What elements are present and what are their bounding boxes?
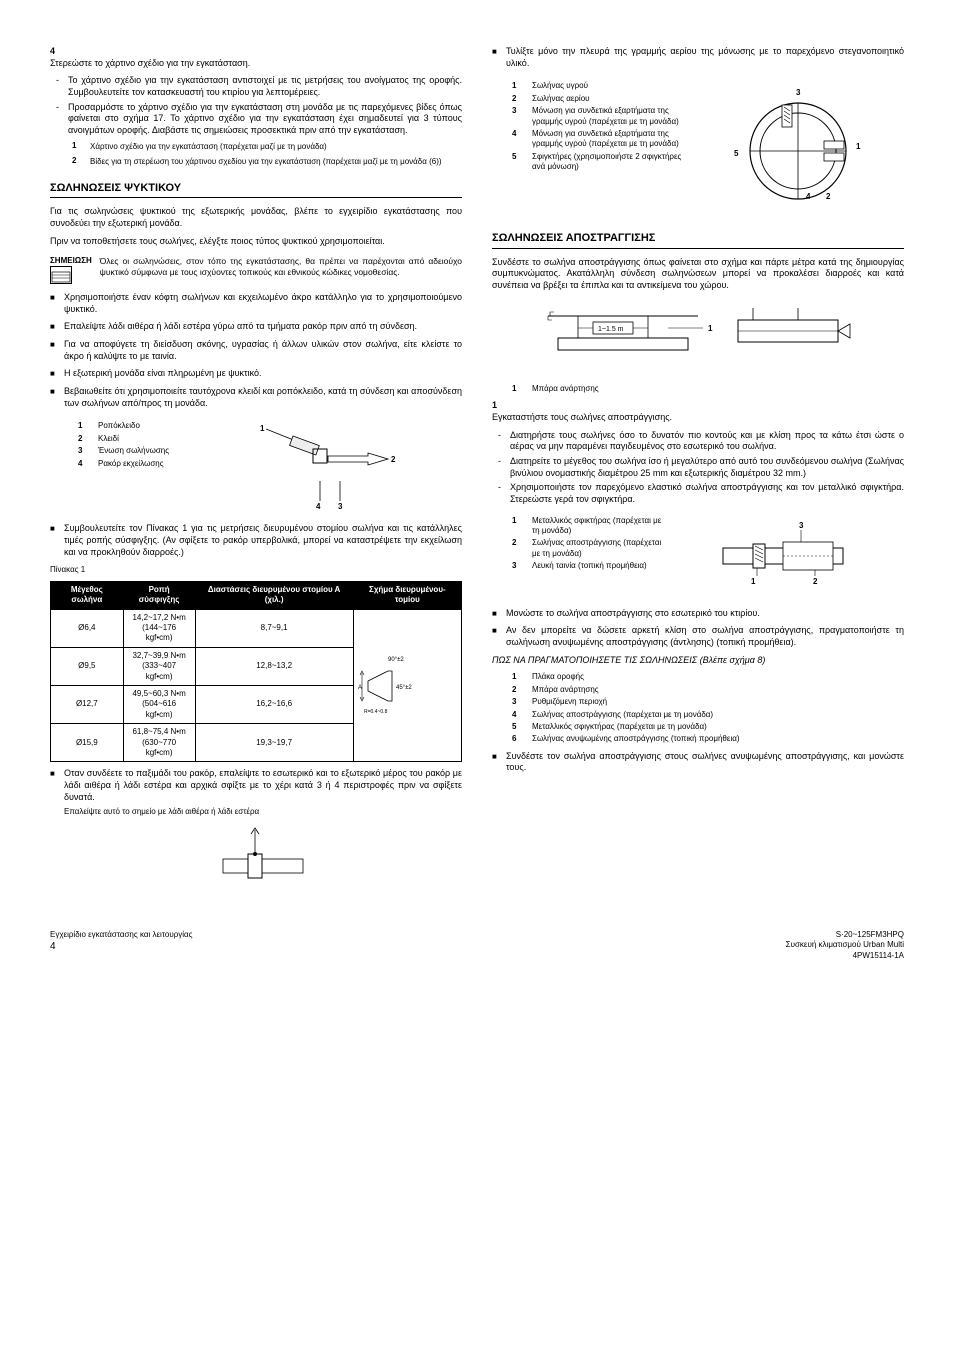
- r-sq1: Τυλίξτε μόνο την πλευρά της γραμμής αερί…: [506, 46, 904, 69]
- svg-text:1: 1: [856, 142, 861, 151]
- th2: Ροπή σύσφιγξης: [123, 581, 195, 609]
- r-sq2: Μονώστε το σωλήνα αποστράγγισης στο εσωτ…: [506, 608, 904, 620]
- refrig-square-list2: Συμβουλευτείτε τον Πίνακας 1 για τις μετ…: [50, 523, 462, 558]
- footer-right: S·20~125FM3HPQ Συσκευή κλιματισμού Urban…: [786, 930, 904, 961]
- th4: Σχήμα διευρυμένου­ τομίου: [353, 581, 461, 609]
- left-column: 4 Στερεώστε το χάρτινο σχέδιο για την εγ…: [50, 40, 462, 900]
- svg-text:45°±2: 45°±2: [396, 685, 412, 691]
- svg-text:4: 4: [316, 502, 321, 511]
- step4-sublist: 1Χάρτινο σχέδιο για την εγκατάσταση (παρ…: [50, 141, 462, 167]
- step-4-num: 4: [50, 46, 64, 58]
- note-label: ΣΗΜΕΙΩΣΗ: [50, 256, 92, 266]
- footer-left: Εγχειρίδιο εγκατάστασης και λειτουργίας …: [50, 930, 193, 961]
- heading-drain-piping: ΣΩΛΗΝΩΣΕΙΣ ΑΠΟΣΤΡΑΓΓΙΣΗΣ: [492, 231, 904, 248]
- sq5: Βεβαιωθείτε ότι χρησιμοποιείτε ταυτόχρον…: [64, 386, 462, 409]
- svg-text:2: 2: [813, 577, 818, 586]
- sq1: Χρησιμοποιήστε έναν κόφτη σωλήνων και εκ…: [64, 292, 462, 315]
- svg-text:1~1.5 m: 1~1.5 m: [598, 326, 624, 333]
- legend-insulation: 1Σωλήνας υγρού 2Σωλήνας αερίου 3Μόνωση γ…: [512, 81, 682, 172]
- svg-text:2: 2: [826, 192, 831, 201]
- sq3: Για να αποφύγετε τη διείσδυση σκόνης, υγ…: [64, 339, 462, 362]
- svg-text:2: 2: [391, 455, 396, 464]
- table-row: Ø6,414,2~17,2 N•m (144~176 kgf•cm)8,7~9,…: [51, 609, 462, 647]
- step4-dash1: Το χάρτινο σχέδιο για την εγκατάσταση αν…: [68, 75, 462, 98]
- d1: Διατηρήστε τους σωλήνες όσο το δυνατόν π…: [510, 430, 904, 453]
- drain-step1: 1 Εγκαταστήστε τους σωλήνες αποστράγγιση…: [492, 400, 904, 423]
- svg-text:3: 3: [796, 88, 801, 97]
- legend-torque-wrench: 1Ροπόκλειδο 2Κλειδί 3Ένωση σωλήνωσης 4Ρα…: [78, 421, 173, 469]
- figure-oil-apply: [64, 824, 462, 894]
- drain-dashes: Διατηρήστε τους σωλήνες όσο το δυνατόν π…: [492, 430, 904, 506]
- figure-clamp: 3 1 2: [672, 516, 904, 596]
- refrig-square-list3: Οταν συνδέετε το παξιμάδι του ρακόρ, επα…: [50, 768, 462, 893]
- sq7-caption: Επαλείψτε αυτό το σημείο με λάδι αιθέρα …: [64, 807, 462, 817]
- heading-refrigerant-piping: ΣΩΛΗΝΩΣΕΙΣ ΨΥΚΤΙΚΟΥ: [50, 181, 462, 198]
- svg-text:4: 4: [806, 192, 811, 201]
- svg-text:1: 1: [751, 577, 756, 586]
- sq2: Επαλείψτε λάδι αιθέρα ή λάδι εστέρα γύρω…: [64, 321, 462, 333]
- svg-text:5: 5: [734, 149, 739, 158]
- sq6: Συμβουλευτείτε τον Πίνακας 1 για τις μετ…: [64, 523, 462, 558]
- figure-hanger-bar: 1~1.5 m 1: [492, 298, 904, 378]
- svg-text:1: 1: [260, 424, 265, 433]
- sq4: Η εξωτερική μονάδα είναι πληρωμένη με ψυ…: [64, 368, 462, 380]
- sq7: Οταν συνδέετε το παξιμάδι του ρακόρ, επα…: [64, 768, 462, 893]
- d2: Διατηρείτε το μέγεθος του σωλήνα ίσο ή μ…: [510, 456, 904, 479]
- legend-clamp: 1Μεταλλικός σφικτήρας (παρέχεται με τη μ…: [512, 516, 662, 572]
- svg-text:3: 3: [338, 502, 343, 511]
- drain-square-list: Μονώστε το σωλήνα αποστράγγισης στο εσωτ…: [492, 608, 904, 649]
- svg-text:A: A: [358, 685, 362, 691]
- table-caption: Πίνακας 1: [50, 565, 462, 575]
- r-sq3: Αν δεν μπορείτε να δώσετε αρκετή κλίση σ…: [506, 625, 904, 648]
- figure-insulation: 3 1 2 4 5: [692, 81, 904, 211]
- svg-text:90°±2: 90°±2: [388, 657, 404, 663]
- step-4: 4 Στερεώστε το χάρτινο σχέδιο για την εγ…: [50, 46, 462, 69]
- right-column: Τυλίξτε μόνο την πλευρά της γραμμής αερί…: [492, 40, 904, 900]
- th1: Μέγεθος σωλήνα: [51, 581, 124, 609]
- svg-text:1: 1: [708, 324, 713, 333]
- flare-shape-cell: 90°±2 45°±2 A R=0.4~0.8: [353, 609, 461, 762]
- note-icon: [50, 266, 72, 284]
- figure-torque-wrench: 1 2 4 3: [183, 421, 462, 511]
- refrig-p1: Για τις σωληνώσεις ψυκτικού της εξωτερικ…: [50, 206, 462, 229]
- th3: Διαστάσεις διευρυμένου στομίου Α (χιλ.): [195, 581, 353, 609]
- refrig-p2: Πριν να τοποθετήσετε τους σωλήνες, ελέγξ…: [50, 236, 462, 248]
- wrap-square: Τυλίξτε μόνο την πλευρά της γραμμής αερί…: [492, 46, 904, 69]
- note-text: Όλες οι σωληνώσεις, στον τόπο της εγκατά…: [100, 256, 462, 278]
- svg-text:R=0.4~0.8: R=0.4~0.8: [364, 709, 388, 715]
- refrig-square-list: Χρησιμοποιήστε έναν κόφτη σωλήνων και εκ…: [50, 292, 462, 410]
- d3: Χρησιμοποιήστε τον παρεχόμενο ελαστικό σ…: [510, 482, 904, 505]
- step-4-dashes: Το χάρτινο σχέδιο για την εγκατάσταση αν…: [50, 75, 462, 136]
- how-to-pipe: ΠΩΣ ΝΑ ΠΡΑΓΜΑΤΟΠΟΙΗΣΕΤΕ ΤΙΣ ΣΩΛΗΝΩΣΕΙΣ (…: [492, 655, 904, 667]
- svg-text:3: 3: [799, 521, 804, 530]
- legend-hanger-bar: 1Μπάρα ανάρτησης: [492, 384, 904, 394]
- page-footer: Εγχειρίδιο εγκατάστασης και λειτουργίας …: [50, 930, 904, 961]
- flare-table: Μέγεθος σωλήνα Ροπή σύσφιγξης Διαστάσεις…: [50, 581, 462, 762]
- drain-p1: Συνδέστε το σωλήνα αποστράγγισης όπως φα…: [492, 257, 904, 292]
- main-two-columns: 4 Στερεώστε το χάρτινο σχέδιο για την εγ…: [50, 40, 904, 900]
- legend-fig8: 1Πλάκα οροφής 2Μπάρα ανάρτησης 3Ρυθμιζόμ…: [492, 672, 904, 744]
- step4-dash2: Προσαρμόστε το χάρτινο σχέδιο για την εγ…: [68, 102, 462, 137]
- note-row: ΣΗΜΕΙΩΣΗ Όλες οι σωληνώσεις, στον τόπο τ…: [50, 256, 462, 284]
- drain-square-list2: Συνδέστε τον σωλήνα αποστράγγισης στους …: [492, 751, 904, 774]
- step4-sub2: 2Βίδες για τη στερέωση του χάρτινου σχεδ…: [90, 156, 462, 168]
- step4-sub1: 1Χάρτινο σχέδιο για την εγκατάσταση (παρ…: [90, 141, 462, 153]
- r-sq4: Συνδέστε τον σωλήνα αποστράγγισης στους …: [506, 751, 904, 774]
- step-4-text: Στερεώστε το χάρτινο σχέδιο για την εγκα…: [50, 58, 446, 70]
